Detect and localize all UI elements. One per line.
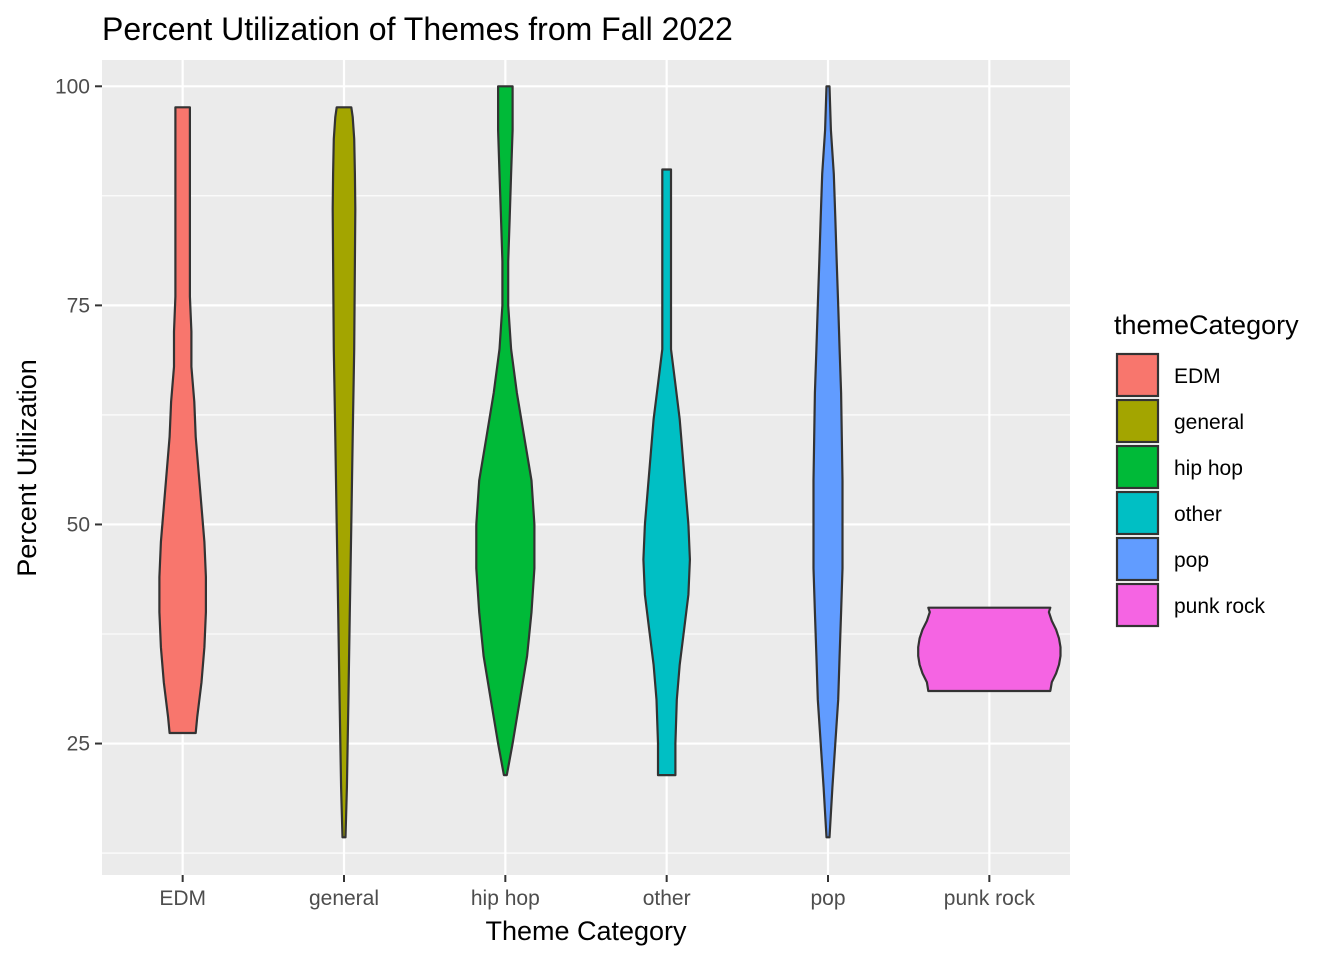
legend-title: themeCategory [1114, 310, 1299, 340]
violins [158, 85, 1062, 839]
y-axis: 25 50 75 100 [55, 75, 102, 756]
y-tick-label: 100 [55, 75, 90, 98]
violin-edm [158, 106, 207, 735]
violin-general [331, 106, 357, 839]
chart-title: Percent Utilization of Themes from Fall … [102, 11, 733, 47]
legend-key [1115, 444, 1160, 490]
y-tick-label: 50 [67, 513, 90, 536]
violin-pop [812, 85, 844, 839]
legend-key [1115, 536, 1160, 582]
legend-key [1115, 582, 1160, 628]
x-tick-label: hip hop [471, 887, 540, 910]
x-tick-label: pop [810, 887, 845, 910]
legend-label: pop [1174, 549, 1209, 572]
x-tick-label: punk rock [944, 887, 1036, 910]
plot-panel [102, 60, 1070, 875]
x-tick-label: general [309, 887, 379, 910]
y-axis-title: Percent Utilization [12, 359, 42, 577]
legend-label: punk rock [1174, 595, 1266, 618]
legend-label: EDM [1174, 365, 1221, 388]
legend-label: general [1174, 411, 1244, 434]
x-tick-label: other [643, 887, 691, 910]
legend-key [1115, 398, 1160, 444]
x-tick-label: EDM [159, 887, 206, 910]
violin-punk-rock [917, 606, 1062, 693]
legend-label: hip hop [1174, 457, 1243, 480]
y-tick-label: 75 [67, 294, 90, 317]
legend: themeCategory EDM general hip hop other pop p… [1114, 310, 1299, 628]
x-axis-title: Theme Category [485, 916, 687, 946]
x-axis: EDM general hip hop other pop punk rock [159, 875, 1035, 910]
violin-other [642, 168, 691, 777]
legend-label: other [1174, 503, 1222, 526]
y-tick-label: 25 [67, 733, 90, 756]
legend-key [1115, 490, 1160, 536]
legend-key [1115, 352, 1160, 398]
violin-hip-hop [475, 85, 536, 777]
